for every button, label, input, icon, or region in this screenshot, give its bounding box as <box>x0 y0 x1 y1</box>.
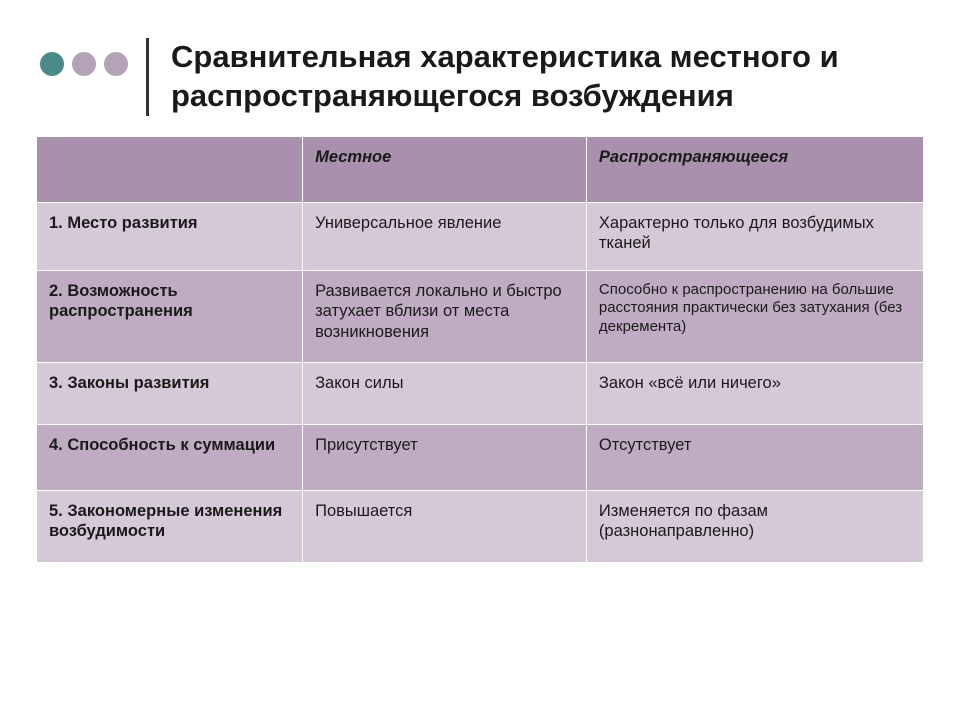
title-block: Сравнительная характеристика местного и … <box>146 38 920 116</box>
cell-local: Присутствует <box>303 424 587 490</box>
row-label: 1. Место развития <box>37 202 303 270</box>
table-body: 1. Место развитияУниверсальное явлениеХа… <box>37 202 924 562</box>
cell-local: Универсальное явление <box>303 202 587 270</box>
table-row: 4. Способность к суммацииПрисутствуетОтс… <box>37 424 924 490</box>
cell-local: Закон силы <box>303 362 587 424</box>
slide-title: Сравнительная характеристика местного и … <box>171 38 920 116</box>
row-label: 5. Закономерные изменения возбудимости <box>37 490 303 562</box>
cell-local: Развивается локально и быстро затухает в… <box>303 270 587 362</box>
table-header-cell: Местное <box>303 136 587 202</box>
table-header-row: Местное Распространяющееся <box>37 136 924 202</box>
table-row: 1. Место развитияУниверсальное явлениеХа… <box>37 202 924 270</box>
table-row: 5. Закономерные изменения возбудимостиПо… <box>37 490 924 562</box>
row-label: 4. Способность к суммации <box>37 424 303 490</box>
row-label: 2. Возможность распространения <box>37 270 303 362</box>
comparison-table: Местное Распространяющееся 1. Место разв… <box>36 136 924 563</box>
slide: Сравнительная характеристика местного и … <box>0 0 960 720</box>
table-row: 3. Законы развитияЗакон силыЗакон «всё и… <box>37 362 924 424</box>
bullet-icon <box>104 52 128 76</box>
table-header-cell: Распространяющееся <box>586 136 923 202</box>
comparison-table-wrap: Местное Распространяющееся 1. Место разв… <box>0 136 960 563</box>
cell-propagating: Способно к распространению на большие ра… <box>586 270 923 362</box>
bullet-row <box>40 52 128 76</box>
bullet-icon <box>72 52 96 76</box>
cell-propagating: Изменяется по фазам (разнонаправленно) <box>586 490 923 562</box>
table-row: 2. Возможность распространенияРазвиваетс… <box>37 270 924 362</box>
table-header-cell <box>37 136 303 202</box>
cell-propagating: Характерно только для возбудимых тканей <box>586 202 923 270</box>
bullet-icon <box>40 52 64 76</box>
header: Сравнительная характеристика местного и … <box>0 0 960 136</box>
cell-local: Повышается <box>303 490 587 562</box>
cell-propagating: Отсутствует <box>586 424 923 490</box>
row-label: 3. Законы развития <box>37 362 303 424</box>
cell-propagating: Закон «всё или ничего» <box>586 362 923 424</box>
